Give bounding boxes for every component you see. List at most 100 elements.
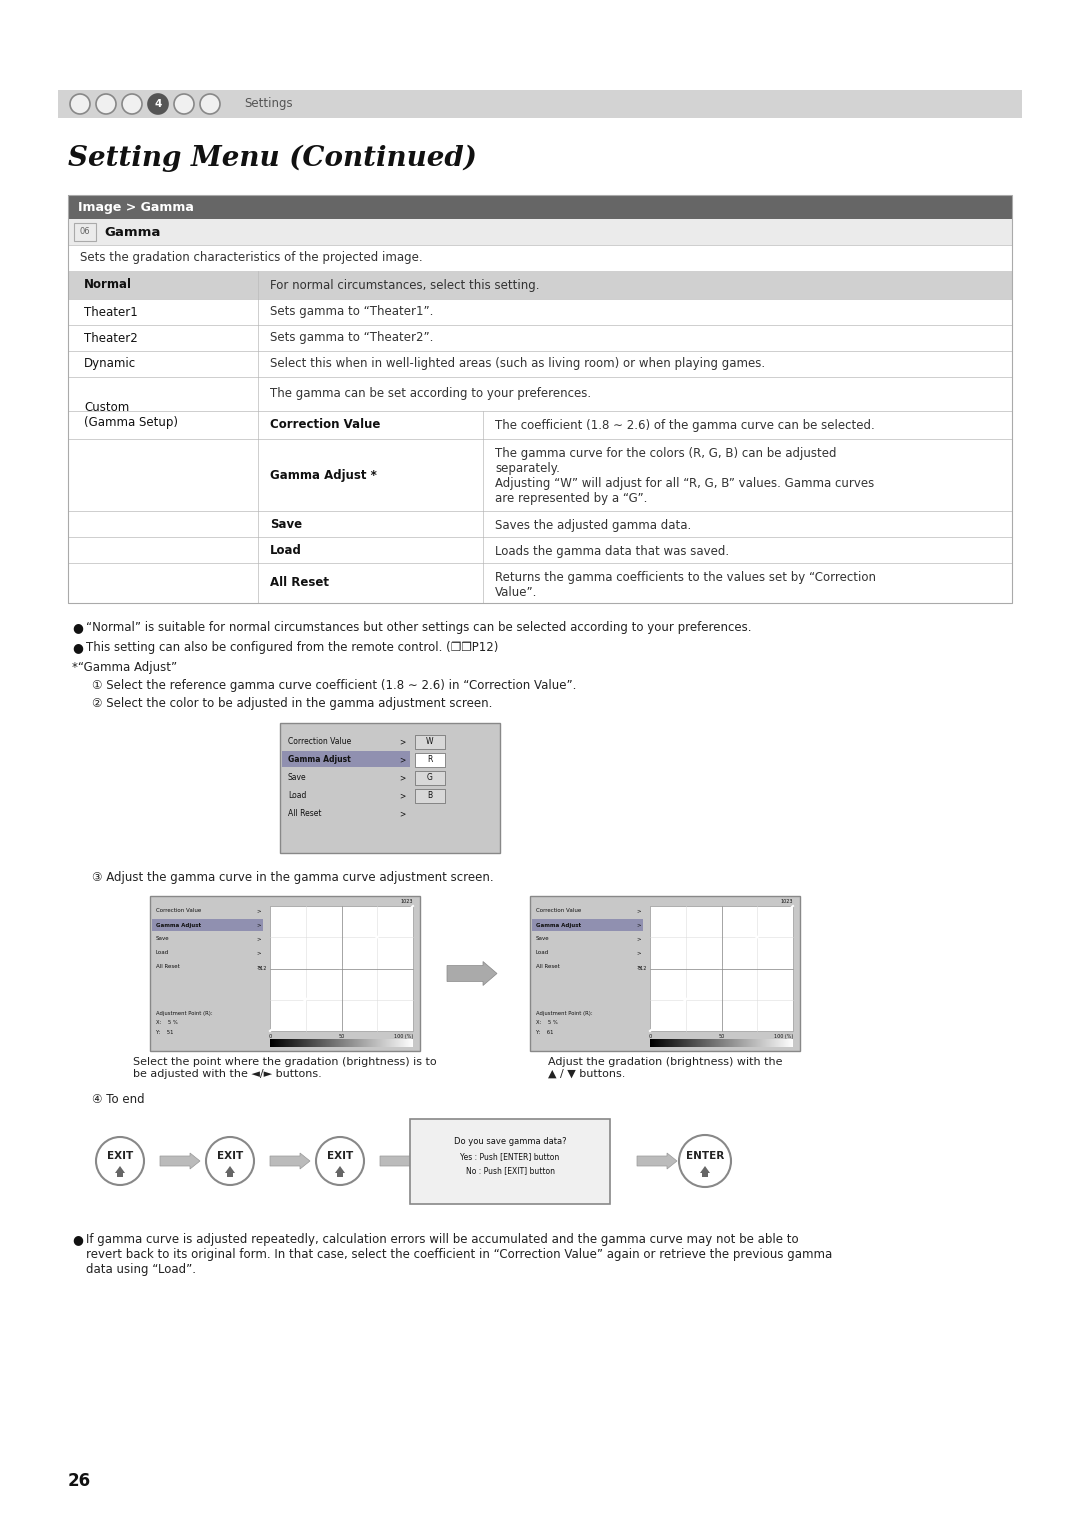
Text: >: > xyxy=(257,964,261,970)
Text: G: G xyxy=(427,773,433,782)
FancyArrow shape xyxy=(270,1154,310,1169)
Text: Sets gamma to “Theater2”.: Sets gamma to “Theater2”. xyxy=(270,332,433,344)
Text: >: > xyxy=(257,923,261,928)
Text: >: > xyxy=(637,964,642,970)
Text: Do you save gamma data?: Do you save gamma data? xyxy=(454,1137,566,1146)
Text: Gamma Adjust *: Gamma Adjust * xyxy=(270,468,377,482)
Text: W: W xyxy=(427,737,434,746)
Text: >: > xyxy=(399,773,405,782)
Text: If gamma curve is adjusted repeatedly, calculation errors will be accumulated an: If gamma curve is adjusted repeatedly, c… xyxy=(86,1233,833,1276)
Text: Sets gamma to “Theater1”.: Sets gamma to “Theater1”. xyxy=(270,306,433,318)
Text: X:    5 %: X: 5 % xyxy=(536,1020,557,1025)
Text: 50: 50 xyxy=(338,1034,345,1038)
FancyBboxPatch shape xyxy=(530,896,800,1051)
FancyBboxPatch shape xyxy=(282,750,410,767)
Text: 0: 0 xyxy=(269,1034,271,1038)
Text: Correction Value: Correction Value xyxy=(288,737,351,746)
FancyBboxPatch shape xyxy=(68,511,1012,537)
FancyBboxPatch shape xyxy=(68,271,1012,299)
Text: >: > xyxy=(399,791,405,800)
Text: EXIT: EXIT xyxy=(107,1151,133,1161)
Circle shape xyxy=(70,94,90,114)
FancyBboxPatch shape xyxy=(68,246,1012,271)
Text: >: > xyxy=(637,923,642,928)
Circle shape xyxy=(96,1137,144,1186)
FancyBboxPatch shape xyxy=(270,907,413,1031)
FancyBboxPatch shape xyxy=(68,299,1012,324)
Text: Correction Value: Correction Value xyxy=(536,908,581,914)
FancyBboxPatch shape xyxy=(532,919,643,931)
FancyBboxPatch shape xyxy=(280,723,500,854)
Text: >: > xyxy=(637,951,642,955)
Text: 100 (%): 100 (%) xyxy=(773,1034,793,1038)
Text: 26: 26 xyxy=(68,1472,91,1490)
Text: Yes : Push [ENTER] button: Yes : Push [ENTER] button xyxy=(460,1152,559,1161)
Circle shape xyxy=(316,1137,364,1186)
Text: All Reset: All Reset xyxy=(156,964,179,970)
Text: ●: ● xyxy=(72,641,83,653)
Text: 100 (%): 100 (%) xyxy=(394,1034,413,1038)
Text: 50: 50 xyxy=(718,1034,725,1038)
Text: ① Select the reference gamma curve coefficient (1.8 ∼ 2.6) in “Correction Value”: ① Select the reference gamma curve coeff… xyxy=(92,679,577,691)
FancyBboxPatch shape xyxy=(68,537,1012,562)
Text: Settings: Settings xyxy=(244,97,293,111)
Text: 0: 0 xyxy=(648,1034,651,1038)
Text: ●: ● xyxy=(72,622,83,634)
FancyBboxPatch shape xyxy=(415,772,445,785)
Text: ④ To end: ④ To end xyxy=(92,1093,145,1107)
Text: Correction Value: Correction Value xyxy=(156,908,201,914)
FancyBboxPatch shape xyxy=(68,324,1012,352)
Text: Gamma Adjust: Gamma Adjust xyxy=(156,923,201,928)
Polygon shape xyxy=(114,1166,125,1173)
Text: “Normal” is suitable for normal circumstances but other settings can be selected: “Normal” is suitable for normal circumst… xyxy=(86,622,752,634)
Text: Select this when in well-lighted areas (such as living room) or when playing gam: Select this when in well-lighted areas (… xyxy=(270,358,765,370)
FancyArrow shape xyxy=(637,1154,677,1169)
FancyBboxPatch shape xyxy=(150,896,420,1051)
Text: Load: Load xyxy=(288,791,307,800)
Text: >: > xyxy=(399,810,405,819)
FancyBboxPatch shape xyxy=(650,907,793,1031)
Text: Gamma Adjust: Gamma Adjust xyxy=(536,923,581,928)
Text: EXIT: EXIT xyxy=(217,1151,243,1161)
Polygon shape xyxy=(335,1166,345,1173)
Text: Load: Load xyxy=(536,951,550,955)
FancyBboxPatch shape xyxy=(68,377,1012,411)
FancyBboxPatch shape xyxy=(75,223,96,241)
Text: B: B xyxy=(428,791,433,800)
Text: >: > xyxy=(637,937,642,941)
FancyArrow shape xyxy=(447,961,497,985)
FancyBboxPatch shape xyxy=(68,411,1012,440)
Circle shape xyxy=(122,94,141,114)
Text: All Reset: All Reset xyxy=(536,964,559,970)
Text: Theater1: Theater1 xyxy=(84,306,138,318)
Text: >: > xyxy=(399,755,405,764)
Text: >: > xyxy=(257,908,261,914)
FancyArrow shape xyxy=(380,1154,420,1169)
FancyBboxPatch shape xyxy=(58,89,1022,118)
Text: Load: Load xyxy=(270,544,302,556)
Text: Y:    61: Y: 61 xyxy=(536,1031,554,1035)
Text: X:    5 %: X: 5 % xyxy=(156,1020,178,1025)
Text: All Reset: All Reset xyxy=(270,576,329,590)
Text: ●: ● xyxy=(72,1233,83,1246)
Text: Loads the gamma data that was saved.: Loads the gamma data that was saved. xyxy=(495,544,729,558)
Text: Image > Gamma: Image > Gamma xyxy=(78,200,194,214)
FancyBboxPatch shape xyxy=(415,735,445,749)
FancyBboxPatch shape xyxy=(68,196,1012,218)
Text: Setting Menu (Continued): Setting Menu (Continued) xyxy=(68,146,477,173)
FancyBboxPatch shape xyxy=(117,1172,123,1176)
FancyArrow shape xyxy=(160,1154,200,1169)
Text: The gamma can be set according to your preferences.: The gamma can be set according to your p… xyxy=(270,388,591,400)
FancyBboxPatch shape xyxy=(68,218,1012,246)
Text: The coefficient (1.8 ∼ 2.6) of the gamma curve can be selected.: The coefficient (1.8 ∼ 2.6) of the gamma… xyxy=(495,418,875,432)
Polygon shape xyxy=(700,1166,710,1173)
Text: >: > xyxy=(399,737,405,746)
Text: This setting can also be configured from the remote control. (❐❐P12): This setting can also be configured from… xyxy=(86,641,498,653)
Text: Save: Save xyxy=(288,773,307,782)
Text: 4: 4 xyxy=(154,99,162,109)
Text: 1023: 1023 xyxy=(781,899,793,904)
FancyBboxPatch shape xyxy=(68,562,1012,603)
Text: Select the point where the gradation (brightness) is to
be adjusted with the ◄/►: Select the point where the gradation (br… xyxy=(133,1057,436,1078)
Text: ③ Adjust the gamma curve in the gamma curve adjustment screen.: ③ Adjust the gamma curve in the gamma cu… xyxy=(92,872,494,884)
FancyBboxPatch shape xyxy=(410,1119,610,1204)
